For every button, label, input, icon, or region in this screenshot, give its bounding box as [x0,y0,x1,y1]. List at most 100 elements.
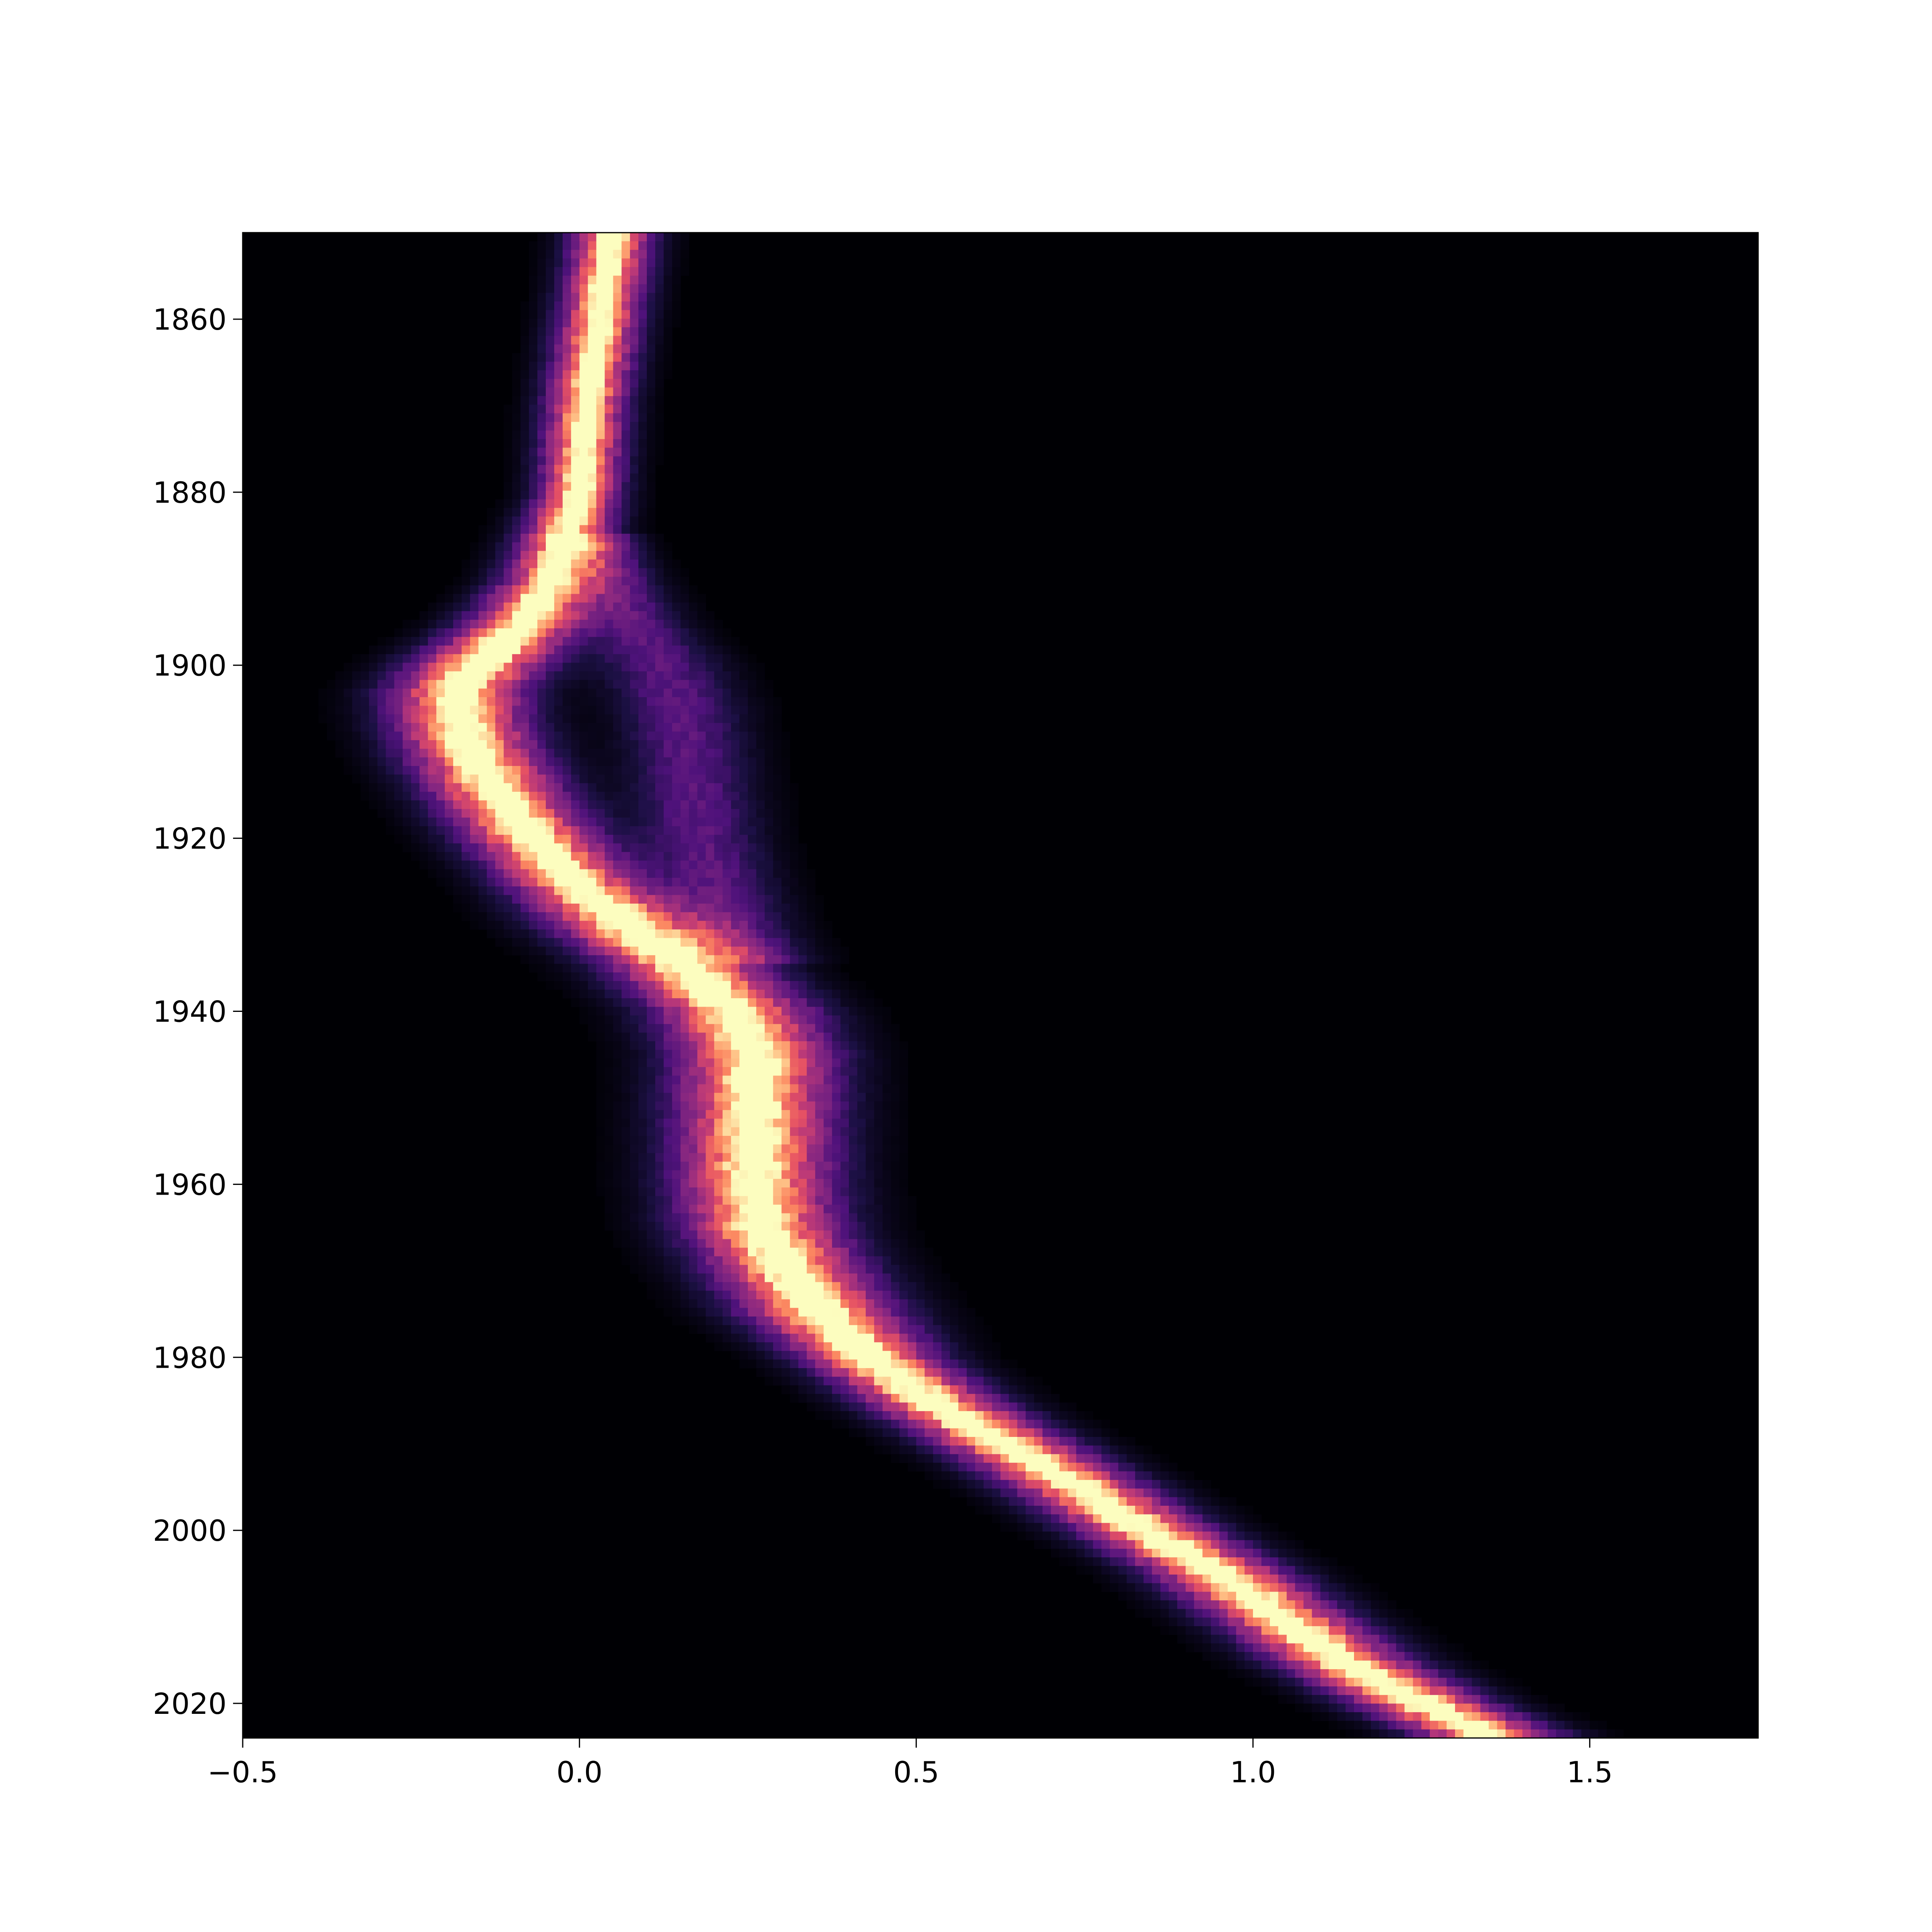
heatmap-cell [689,1136,698,1145]
heatmap-cell [554,499,563,508]
heatmap-cell [571,929,580,939]
heatmap-cell [722,843,731,852]
heatmap-cell [495,843,504,852]
heatmap-cell [562,619,572,629]
heatmap-cell [546,516,555,526]
heatmap-cell [722,1290,731,1300]
heatmap-cell [655,1067,664,1076]
heatmap-cell [621,542,630,551]
heatmap-cell [739,817,748,827]
heatmap-cell [815,1015,824,1024]
heatmap-cell [680,998,689,1007]
heatmap-cell [419,663,428,672]
heatmap-cell [815,903,824,912]
heatmap-cell [571,663,580,672]
heatmap-cell [588,293,597,302]
heatmap-cell [773,1239,782,1248]
heatmap-cell [588,1024,597,1033]
heatmap-cell [596,327,605,336]
heatmap-cell [546,757,555,766]
heatmap-cell [697,1187,706,1197]
heatmap-cell [520,516,529,526]
heatmap-cell [832,1239,841,1248]
heatmap-cell [621,1015,630,1024]
heatmap-cell [748,1290,757,1300]
heatmap-cell [756,1256,765,1265]
heatmap-cell [697,1058,706,1067]
heatmap-cell [428,783,437,792]
heatmap-cell [874,1351,883,1360]
heatmap-cell [672,1032,681,1042]
heatmap-cell [419,697,428,706]
heatmap-cell [504,852,512,861]
heatmap-cell [722,1187,731,1197]
heatmap-cell [975,1420,984,1429]
heatmap-cell [739,972,748,981]
heatmap-cell [975,1368,984,1377]
heatmap-cell [1000,1411,1009,1420]
heatmap-cell [764,886,774,896]
heatmap-cell [621,430,630,440]
heatmap-cell [394,817,403,827]
heatmap-cell [647,998,656,1007]
heatmap-cell [605,645,613,654]
heatmap-cell [504,576,512,586]
heatmap-cell [419,774,428,784]
heatmap-cell [781,1256,791,1265]
heatmap-cell [596,697,605,706]
heatmap-cell [630,585,639,594]
heatmap-cell [672,1093,681,1102]
heatmap-cell [882,1204,892,1214]
heatmap-cell [571,456,580,465]
heatmap-cell [731,1153,740,1162]
heatmap-cell [807,1179,815,1188]
heatmap-cell [647,594,656,603]
heatmap-cell [529,723,538,732]
heatmap-cell [512,792,521,801]
heatmap-cell [647,1239,656,1248]
heatmap-cell [402,835,411,844]
heatmap-cell [562,310,572,319]
heatmap-cell [781,800,791,809]
heatmap-cell [537,688,546,698]
heatmap-cell [849,1411,858,1420]
heatmap-cell [1067,1463,1077,1472]
heatmap-cell [672,903,681,912]
heatmap-cell [739,809,748,818]
heatmap-cell [630,1136,639,1145]
heatmap-cell [394,688,403,698]
heatmap-cell [840,1411,849,1420]
heatmap-cell [680,766,689,775]
heatmap-cell [663,1265,673,1274]
heatmap-cell [386,723,395,732]
heatmap-cell [781,895,791,904]
heatmap-cell [621,749,630,758]
heatmap-cell [706,998,714,1007]
heatmap-cell [571,250,580,259]
heatmap-cell [638,731,647,741]
heatmap-cell [832,1351,841,1360]
heatmap-cell [529,835,538,844]
heatmap-cell [621,456,630,465]
heatmap-cell [680,1032,689,1042]
heatmap-cell [344,680,353,689]
heatmap-cell [647,1110,656,1119]
heatmap-cell [512,551,521,560]
heatmap-cell [714,663,723,672]
heatmap-cell [680,835,689,844]
heatmap-cell [562,671,572,680]
heatmap-cell [613,826,622,835]
heatmap-cell [411,680,420,689]
heatmap-cell [520,327,529,336]
heatmap-cell [655,766,664,775]
heatmap-cell [630,886,639,896]
heatmap-cell [419,706,428,715]
heatmap-cell [504,826,512,835]
heatmap-cell [638,1084,647,1093]
heatmap-cell [335,723,344,732]
heatmap-cell [790,1273,799,1282]
heatmap-cell [495,731,504,741]
heatmap-cell [748,852,757,861]
heatmap-cell [706,1007,714,1016]
heatmap-cell [554,929,563,939]
